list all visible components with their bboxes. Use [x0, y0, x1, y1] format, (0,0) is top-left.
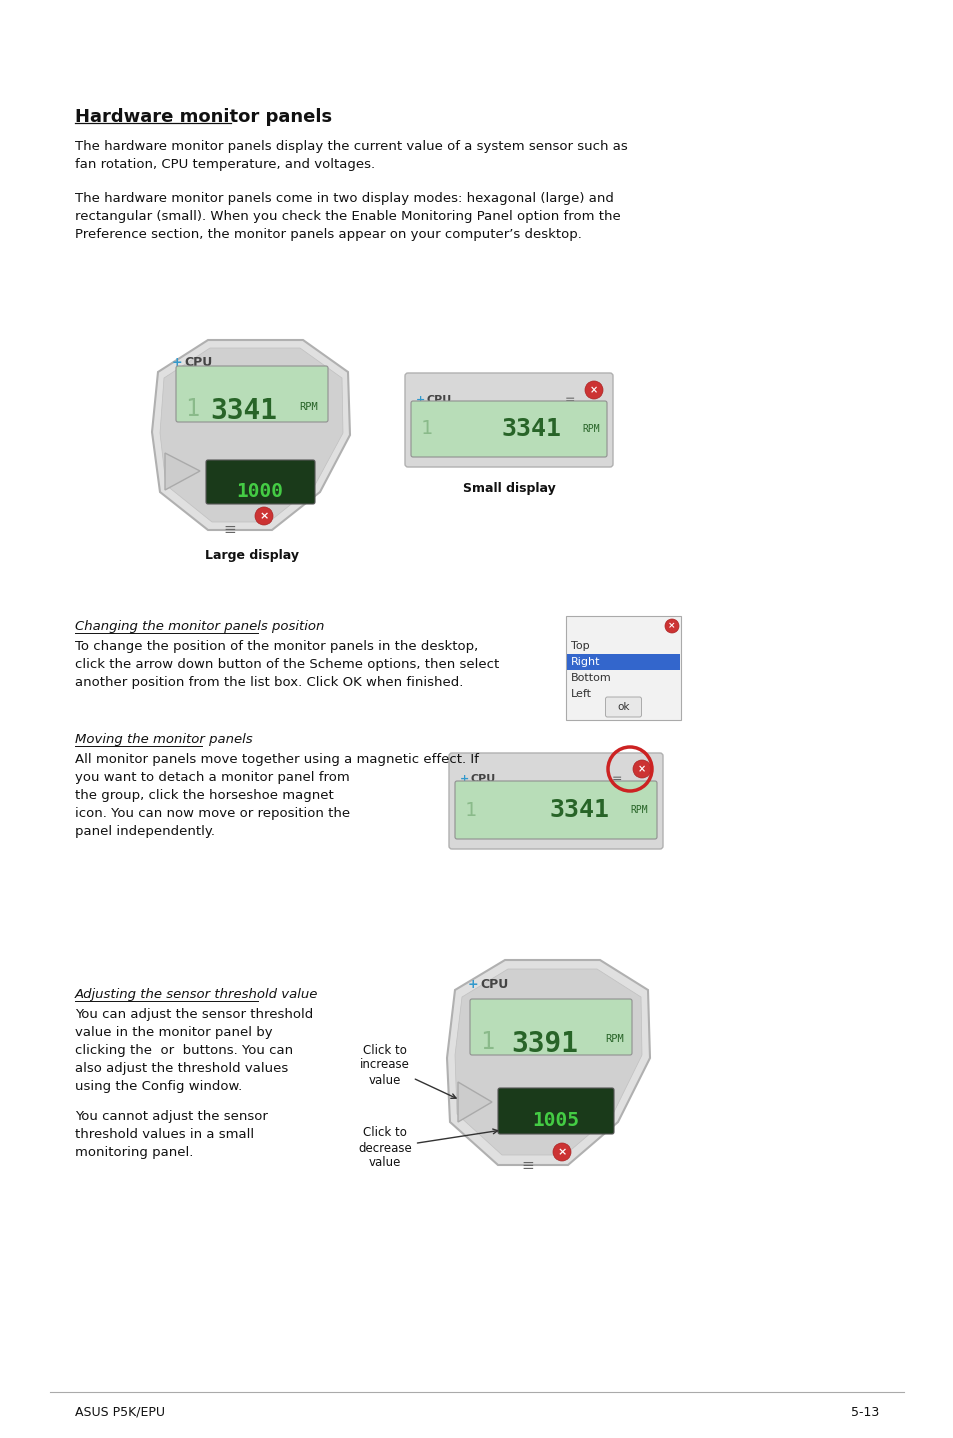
Text: ×: × [259, 510, 269, 521]
Text: 5-13: 5-13 [850, 1405, 878, 1418]
Text: ≡: ≡ [611, 774, 621, 787]
Text: Changing the monitor panels position: Changing the monitor panels position [75, 620, 324, 633]
Text: To change the position of the monitor panels in the desktop,: To change the position of the monitor pa… [75, 640, 477, 653]
FancyBboxPatch shape [470, 999, 631, 1055]
Text: +: + [416, 395, 425, 406]
Text: 3341: 3341 [501, 417, 561, 441]
Text: The hardware monitor panels display the current value of a system sensor such as: The hardware monitor panels display the … [75, 139, 627, 152]
FancyBboxPatch shape [566, 654, 679, 670]
FancyBboxPatch shape [175, 367, 328, 421]
Text: +: + [468, 978, 478, 991]
Text: 1: 1 [464, 801, 476, 820]
Text: ×: × [667, 621, 675, 630]
Text: Click to
decrease
value: Click to decrease value [357, 1126, 497, 1169]
FancyBboxPatch shape [206, 460, 314, 503]
Text: value in the monitor panel by: value in the monitor panel by [75, 1025, 273, 1040]
FancyBboxPatch shape [565, 615, 680, 720]
Text: Adjusting the sensor threshold value: Adjusting the sensor threshold value [75, 988, 318, 1001]
Text: All monitor panels move together using a magnetic effect. If: All monitor panels move together using a… [75, 754, 478, 766]
Text: Hardware monitor panels: Hardware monitor panels [75, 108, 332, 127]
Text: You can adjust the sensor threshold: You can adjust the sensor threshold [75, 1008, 313, 1021]
Text: RPM: RPM [630, 805, 647, 815]
Text: click the arrow down button of the Scheme options, then select: click the arrow down button of the Schem… [75, 659, 498, 672]
FancyBboxPatch shape [411, 401, 606, 457]
Polygon shape [165, 453, 200, 490]
Text: using the Config window.: using the Config window. [75, 1080, 242, 1093]
Text: Top: Top [571, 641, 589, 651]
Text: clicking the  or  buttons. You can: clicking the or buttons. You can [75, 1044, 293, 1057]
Text: ≡: ≡ [564, 395, 575, 408]
FancyBboxPatch shape [449, 754, 662, 848]
Circle shape [664, 618, 679, 633]
Text: ≡: ≡ [223, 522, 236, 536]
Text: 1005: 1005 [532, 1112, 578, 1130]
Text: Preference section, the monitor panels appear on your computer’s desktop.: Preference section, the monitor panels a… [75, 229, 581, 242]
Text: ×: × [557, 1148, 566, 1158]
Text: CPU: CPU [471, 774, 496, 784]
Text: ≡: ≡ [521, 1158, 534, 1173]
Text: 3341: 3341 [210, 397, 276, 426]
FancyBboxPatch shape [605, 697, 640, 718]
Text: CPU: CPU [479, 978, 508, 991]
Text: monitoring panel.: monitoring panel. [75, 1146, 193, 1159]
Text: RPM: RPM [581, 424, 599, 434]
Text: +: + [459, 774, 469, 784]
Text: fan rotation, CPU temperature, and voltages.: fan rotation, CPU temperature, and volta… [75, 158, 375, 171]
Text: Left: Left [571, 689, 592, 699]
Circle shape [584, 381, 602, 398]
Circle shape [633, 761, 650, 778]
Text: the group, click the horseshoe magnet: the group, click the horseshoe magnet [75, 789, 334, 802]
Text: ok: ok [617, 702, 629, 712]
Circle shape [553, 1143, 571, 1160]
Text: ×: × [589, 385, 598, 395]
FancyBboxPatch shape [405, 372, 613, 467]
Text: rectangular (small). When you check the Enable Monitoring Panel option from the: rectangular (small). When you check the … [75, 210, 620, 223]
Text: Right: Right [571, 657, 599, 667]
Text: The hardware monitor panels come in two display modes: hexagonal (large) and: The hardware monitor panels come in two … [75, 193, 613, 206]
Text: 1: 1 [479, 1030, 494, 1054]
Text: icon. You can now move or reposition the: icon. You can now move or reposition the [75, 807, 350, 820]
Text: RPM: RPM [299, 403, 317, 413]
Polygon shape [457, 1081, 492, 1122]
Text: Large display: Large display [205, 549, 298, 562]
Text: RPM: RPM [604, 1034, 623, 1044]
Text: another position from the list box. Click OK when finished.: another position from the list box. Clic… [75, 676, 463, 689]
FancyBboxPatch shape [455, 781, 657, 838]
Text: 3341: 3341 [550, 798, 609, 823]
Text: Click to
increase
value: Click to increase value [359, 1044, 456, 1099]
Text: Moving the monitor panels: Moving the monitor panels [75, 733, 253, 746]
Text: Bottom: Bottom [571, 673, 611, 683]
Text: you want to detach a monitor panel from: you want to detach a monitor panel from [75, 771, 350, 784]
Text: You cannot adjust the sensor: You cannot adjust the sensor [75, 1110, 268, 1123]
Text: 1: 1 [420, 420, 433, 439]
Text: 3391: 3391 [511, 1030, 578, 1058]
Text: ASUS P5K/EPU: ASUS P5K/EPU [75, 1405, 165, 1418]
Text: 1000: 1000 [236, 482, 283, 500]
FancyBboxPatch shape [497, 1089, 614, 1135]
Polygon shape [455, 969, 641, 1155]
Polygon shape [160, 348, 343, 522]
Text: CPU: CPU [427, 395, 452, 406]
Text: ×: × [638, 764, 645, 774]
Polygon shape [152, 339, 350, 531]
Text: also adjust the threshold values: also adjust the threshold values [75, 1063, 288, 1076]
Text: threshold values in a small: threshold values in a small [75, 1127, 253, 1140]
Text: CPU: CPU [184, 357, 212, 370]
Text: 1: 1 [185, 397, 199, 421]
Text: panel independently.: panel independently. [75, 825, 214, 838]
Text: +: + [172, 357, 182, 370]
Polygon shape [447, 961, 649, 1165]
Text: Small display: Small display [462, 482, 555, 495]
Circle shape [254, 508, 273, 525]
